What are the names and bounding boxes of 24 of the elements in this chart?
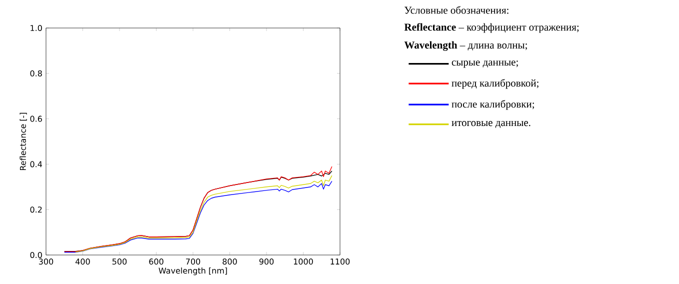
text: Условные обозначения: [404, 6, 508, 14]
text: Wavelength – длина волны; [404, 41, 527, 51]
text: Reflectance – коэффициент отражения; [404, 23, 579, 33]
y-tick-label: 0.8 [30, 70, 42, 76]
x-tick-label: 1000 [294, 258, 313, 265]
x-tick-label: 500 [112, 258, 127, 265]
x-tick-label: 800 [222, 258, 237, 265]
x-tick-label: 900 [259, 258, 274, 265]
x-tick-label: 300 [38, 258, 54, 265]
x-axis-title: Wavelength [nm] [158, 267, 227, 276]
x-tick-label: 700 [186, 258, 200, 265]
x-tick-label: 600 [149, 258, 164, 265]
y-axis-title: Reflectance [-] [20, 112, 27, 170]
y-tick-label: 0.6 [30, 116, 42, 122]
legend-label: после калибровки; [452, 100, 534, 110]
x-tick-label: 1100 [330, 258, 350, 265]
legend-label: перед калибровкой; [452, 79, 538, 89]
x-tick-label: 400 [76, 258, 90, 265]
y-tick-label: 1.0 [30, 24, 42, 32]
y-tick-label: 0.0 [30, 252, 42, 258]
y-tick-label: 0.2 [30, 206, 42, 213]
legend-label: сырые данные; [452, 60, 518, 68]
legend-label: итоговые данные. [452, 121, 530, 128]
y-tick-label: 0.4 [30, 161, 42, 168]
